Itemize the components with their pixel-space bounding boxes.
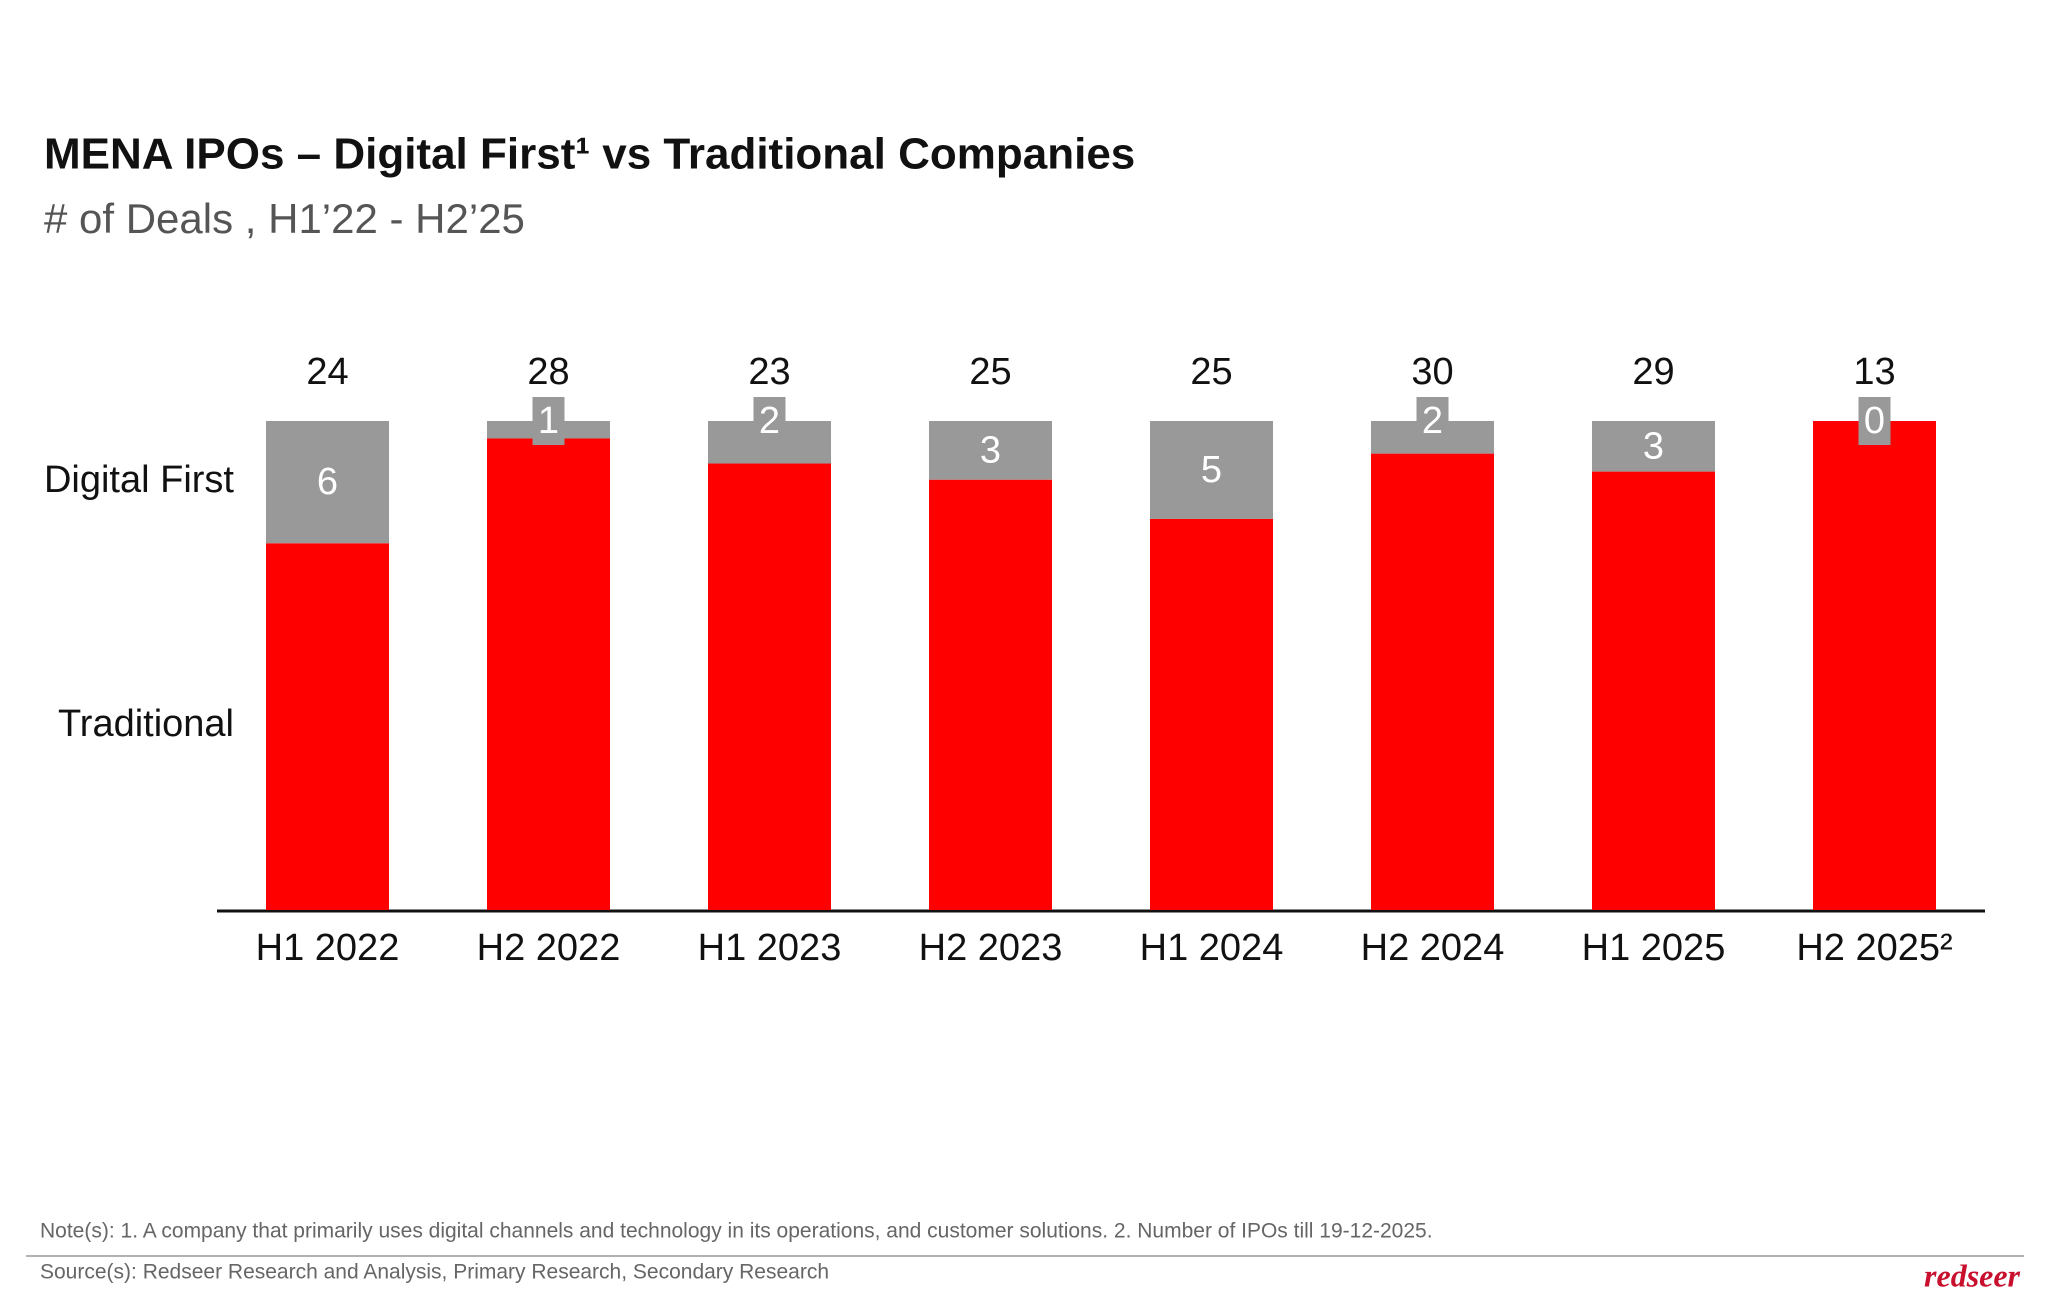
bar-segment xyxy=(1813,421,1936,910)
data-label: 3 xyxy=(1643,425,1664,467)
logo: redseer xyxy=(1924,1257,2021,1293)
total-label: 24 xyxy=(306,351,348,393)
total-label: 13 xyxy=(1853,351,1895,393)
label-badge xyxy=(753,397,786,445)
bar-segment xyxy=(929,479,1052,910)
x-tick-label: H1 2024 xyxy=(1140,927,1284,969)
bar-segment xyxy=(266,421,389,544)
chart-subtitle: # of Deals , H1’22 - H2’25 xyxy=(44,195,525,242)
data-label: 2 xyxy=(759,400,780,442)
bar-segment xyxy=(1371,453,1494,910)
x-tick-label: H1 2022 xyxy=(256,927,400,969)
data-label: 0 xyxy=(1864,400,1885,442)
bar-segment xyxy=(1592,421,1715,472)
total-label: 28 xyxy=(527,351,569,393)
x-tick-label: H2 2022 xyxy=(477,927,621,969)
x-tick-label: H1 2025 xyxy=(1582,927,1726,969)
chart-title: MENA IPOs – Digital First¹ vs Traditiona… xyxy=(44,130,1135,179)
x-tick-label: H2 2023 xyxy=(919,927,1063,969)
label-badge xyxy=(1416,397,1449,445)
total-label: 29 xyxy=(1632,351,1674,393)
bar-segment xyxy=(266,543,389,910)
bar-segment xyxy=(929,421,1052,480)
total-label: 30 xyxy=(1411,351,1453,393)
data-label: 5 xyxy=(1201,449,1222,491)
x-tick-label: H2 2024 xyxy=(1361,927,1505,969)
source: Source(s): Redseer Research and Analysis… xyxy=(40,1261,829,1284)
data-label: 2 xyxy=(1422,400,1443,442)
bar-segment xyxy=(708,463,831,910)
legend-label: Digital First xyxy=(44,459,234,501)
x-tick-label: H2 2025² xyxy=(1796,927,1952,969)
data-label: 3 xyxy=(980,429,1001,471)
total-label: 23 xyxy=(748,351,790,393)
x-tick-label: H1 2023 xyxy=(698,927,842,969)
note: Note(s): 1. A company that primarily use… xyxy=(40,1220,1433,1243)
data-label: 6 xyxy=(317,461,338,503)
legend-label: Traditional xyxy=(58,703,234,745)
bar-segment xyxy=(1150,421,1273,519)
total-label: 25 xyxy=(969,351,1011,393)
label-badge xyxy=(532,397,565,445)
bar-segment xyxy=(1592,471,1715,910)
total-label: 25 xyxy=(1190,351,1232,393)
data-label: 1 xyxy=(538,400,559,442)
label-badge xyxy=(1858,397,1891,445)
bar-segment xyxy=(1150,518,1273,910)
bar-segment xyxy=(487,438,610,910)
